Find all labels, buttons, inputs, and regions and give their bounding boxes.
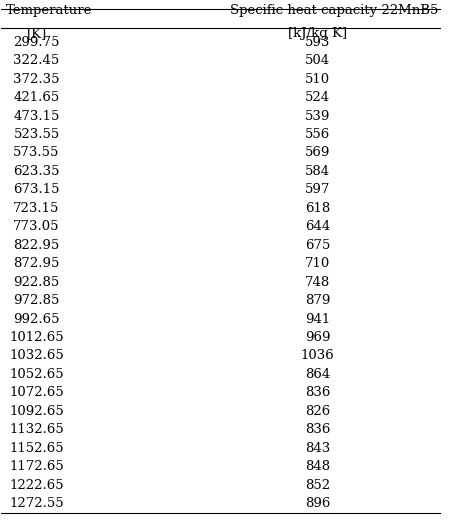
Text: 896: 896 bbox=[305, 497, 330, 510]
Text: 473.15: 473.15 bbox=[13, 110, 60, 123]
Text: 1222.65: 1222.65 bbox=[9, 478, 64, 492]
Text: 864: 864 bbox=[305, 368, 330, 381]
Text: 1032.65: 1032.65 bbox=[9, 350, 64, 363]
Text: 510: 510 bbox=[305, 73, 330, 85]
Text: 644: 644 bbox=[305, 220, 330, 233]
Text: 372.35: 372.35 bbox=[13, 73, 60, 85]
Text: 843: 843 bbox=[305, 442, 330, 455]
Text: 822.95: 822.95 bbox=[13, 239, 60, 252]
Text: 748: 748 bbox=[305, 276, 330, 289]
Text: 848: 848 bbox=[305, 460, 330, 473]
Text: 573.55: 573.55 bbox=[13, 147, 60, 159]
Text: 1152.65: 1152.65 bbox=[9, 442, 64, 455]
Text: 539: 539 bbox=[305, 110, 330, 123]
Text: 852: 852 bbox=[305, 478, 330, 492]
Text: 879: 879 bbox=[305, 294, 330, 307]
Text: Temperature: Temperature bbox=[6, 4, 92, 17]
Text: 299.75: 299.75 bbox=[13, 36, 60, 49]
Text: 322.45: 322.45 bbox=[13, 54, 60, 67]
Text: 421.65: 421.65 bbox=[13, 91, 60, 104]
Text: 972.85: 972.85 bbox=[13, 294, 60, 307]
Text: 773.05: 773.05 bbox=[13, 220, 60, 233]
Text: 618: 618 bbox=[305, 202, 330, 215]
Text: 992.65: 992.65 bbox=[13, 312, 60, 325]
Text: 941: 941 bbox=[305, 312, 330, 325]
Text: 1012.65: 1012.65 bbox=[9, 331, 64, 344]
Text: 1092.65: 1092.65 bbox=[9, 405, 64, 418]
Text: 569: 569 bbox=[305, 147, 330, 159]
Text: [kJ/kg K]: [kJ/kg K] bbox=[288, 27, 347, 40]
Text: 1052.65: 1052.65 bbox=[9, 368, 64, 381]
Text: 556: 556 bbox=[305, 128, 330, 141]
Text: 1072.65: 1072.65 bbox=[9, 386, 64, 399]
Text: Specific heat capacity 22MnB5: Specific heat capacity 22MnB5 bbox=[230, 4, 438, 17]
Text: 710: 710 bbox=[305, 257, 330, 270]
Text: 723.15: 723.15 bbox=[13, 202, 60, 215]
Text: 523.55: 523.55 bbox=[13, 128, 60, 141]
Text: 1132.65: 1132.65 bbox=[9, 423, 64, 436]
Text: 1172.65: 1172.65 bbox=[9, 460, 64, 473]
Text: 872.95: 872.95 bbox=[13, 257, 60, 270]
Text: 969: 969 bbox=[305, 331, 330, 344]
Text: 524: 524 bbox=[305, 91, 330, 104]
Text: 584: 584 bbox=[305, 165, 330, 178]
Text: 922.85: 922.85 bbox=[13, 276, 60, 289]
Text: 675: 675 bbox=[305, 239, 330, 252]
Text: 836: 836 bbox=[305, 423, 330, 436]
Text: [K]: [K] bbox=[27, 27, 46, 40]
Text: 673.15: 673.15 bbox=[13, 183, 60, 196]
Text: 593: 593 bbox=[305, 36, 330, 49]
Text: 826: 826 bbox=[305, 405, 330, 418]
Text: 623.35: 623.35 bbox=[13, 165, 60, 178]
Text: 504: 504 bbox=[305, 54, 330, 67]
Text: 836: 836 bbox=[305, 386, 330, 399]
Text: 1036: 1036 bbox=[301, 350, 335, 363]
Text: 1272.55: 1272.55 bbox=[9, 497, 64, 510]
Text: 597: 597 bbox=[305, 183, 330, 196]
